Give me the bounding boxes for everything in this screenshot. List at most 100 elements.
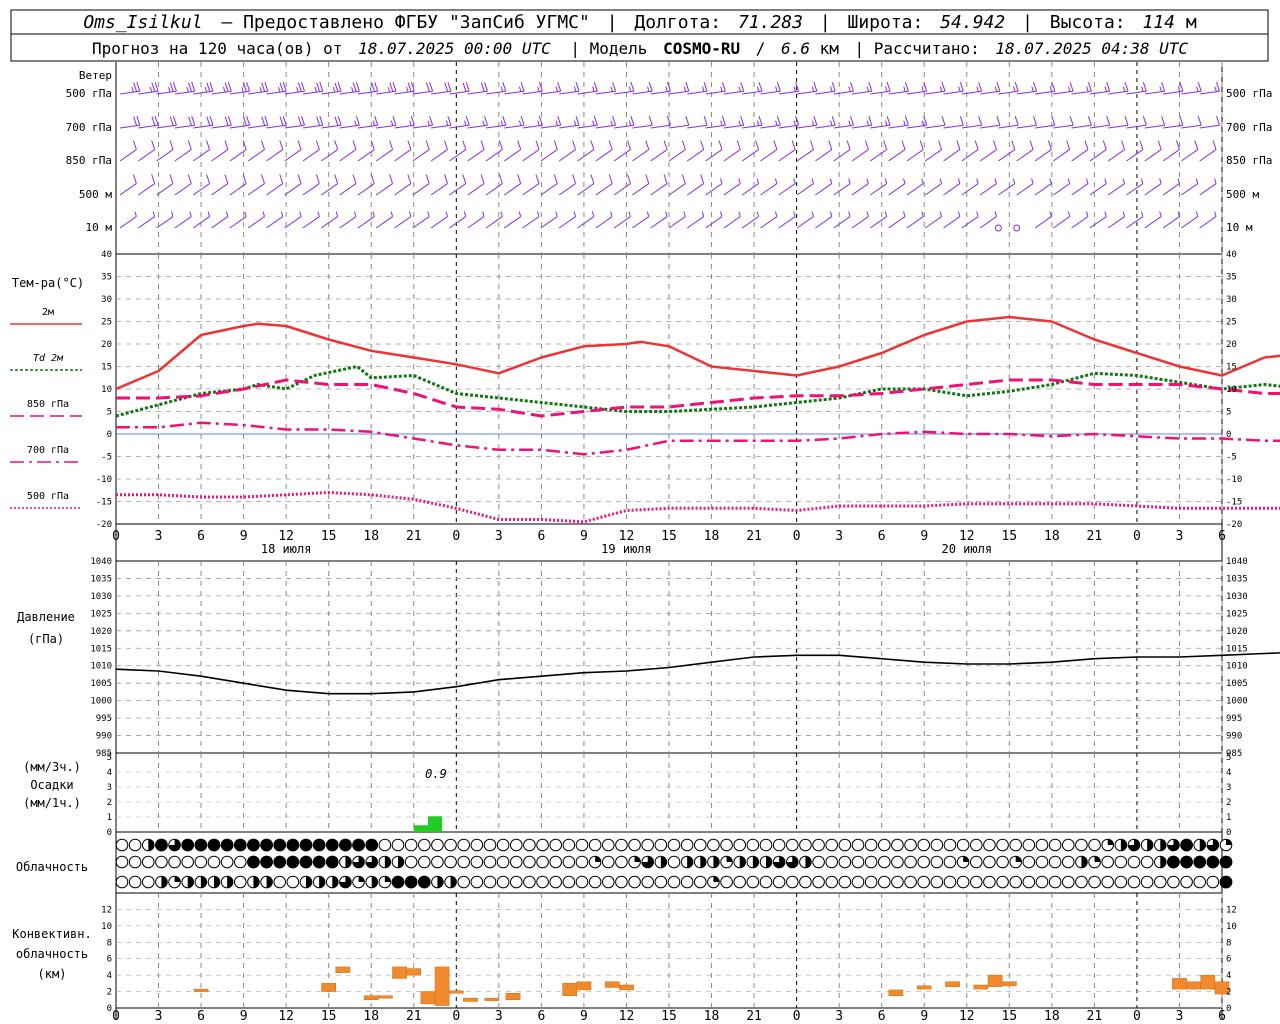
wind-barb-staff	[302, 90, 323, 95]
wind-barb-half	[1104, 178, 1107, 184]
wind-barb-feather	[279, 116, 284, 126]
cloud-circle	[812, 855, 825, 869]
press-ytick-left: 1020	[90, 627, 112, 637]
conv-ytick-right: 2	[1226, 988, 1231, 998]
cloud-circle	[680, 875, 694, 889]
time-tick-label: 18	[363, 529, 379, 544]
cloud-fill-part	[595, 856, 601, 862]
conv-cloud-bar	[378, 995, 393, 999]
wind-barb-feather	[462, 82, 467, 92]
cloud-circle	[523, 875, 536, 889]
wind-barb-feather	[590, 174, 595, 184]
wind-barb-feather	[1142, 116, 1147, 126]
wind-barb-staff	[998, 124, 1019, 129]
wind-barb-staff	[1089, 124, 1110, 129]
precip-ytick-left: 3	[107, 783, 112, 793]
wind-barb-staff	[796, 216, 814, 229]
wind-barb-staff	[595, 124, 616, 129]
wind-barb-half	[610, 211, 613, 217]
wind-barb-feather	[425, 174, 430, 184]
wind-barb-feather	[410, 82, 415, 92]
wind-barb-half	[280, 211, 284, 217]
wind-barb-half	[372, 211, 375, 217]
cloud-fill-full	[1180, 855, 1193, 869]
precip-ytick-right: 1	[1226, 813, 1231, 823]
time-tick-label-bottom: 15	[661, 1009, 677, 1024]
wind-barb-half	[976, 178, 979, 184]
wind-barb-half	[354, 211, 357, 217]
wind-barb-staff	[778, 124, 799, 129]
time-tick-label: 3	[495, 529, 503, 544]
wind-barb-staff	[119, 149, 137, 162]
wind-barb-half	[628, 86, 632, 92]
time-tick-label-bottom: 18	[704, 1009, 720, 1024]
cloud-circle	[1101, 855, 1115, 869]
wind-barb-half	[720, 86, 723, 92]
press-ytick-right: 995	[1226, 714, 1242, 724]
wind-barb-half	[1049, 211, 1052, 217]
wind-barb-half	[518, 211, 522, 217]
wind-barb-half	[811, 120, 815, 126]
wind-barb-staff	[138, 216, 155, 229]
cloud-circle	[654, 838, 668, 852]
wind-barb-staff	[229, 90, 250, 95]
wind-barb-staff	[376, 90, 397, 95]
computed-label: | Рассчитано:	[855, 39, 980, 58]
wind-barb-feather	[154, 116, 159, 126]
cloud-circle	[1114, 875, 1128, 889]
wind-barb-feather	[795, 116, 800, 126]
wind-barb-staff	[760, 216, 778, 229]
wind-barb-staff	[614, 90, 634, 95]
wind-barb-staff	[705, 216, 723, 229]
wind-barb-half	[738, 86, 742, 92]
alt-label: Высота:	[1050, 12, 1126, 33]
cloud-fill-full	[365, 838, 379, 852]
cloud-cover-layer	[115, 838, 1233, 889]
cloud-circle	[115, 855, 129, 869]
wind-barb-feather	[886, 116, 891, 126]
cloud-circle	[523, 855, 536, 869]
temp-legend-label: 700 гПа	[27, 445, 69, 456]
wind-barb-staff	[613, 149, 631, 162]
time-tick-label: 12	[619, 529, 635, 544]
cloud-circle	[969, 875, 983, 889]
wind-barb-half	[555, 211, 558, 217]
wind-barb-staff	[540, 216, 558, 229]
wind-barb-half	[701, 86, 705, 92]
wind-barb-staff	[741, 216, 759, 229]
forecast-prefix: Прогноз на 120 часа(ов) от	[92, 39, 342, 58]
wind-barb-staff	[1016, 90, 1037, 95]
wind-barb-staff	[394, 183, 412, 196]
wind-barb-staff	[156, 90, 177, 95]
cloud-fill-full	[273, 838, 287, 852]
wind-barb-feather	[425, 140, 430, 150]
cloud-circle	[877, 875, 891, 889]
wind-barb-feather	[297, 174, 302, 184]
cloud-fill-part	[319, 876, 325, 888]
precip-ytick-left: 0	[107, 828, 112, 838]
wind-barb-feather	[993, 140, 997, 150]
wind-barb-half	[408, 211, 412, 217]
wind-barb-staff	[760, 149, 778, 162]
wind-barb-feather	[1033, 116, 1037, 126]
precip-max-label: 0.9	[425, 767, 447, 781]
cloud-circle	[707, 838, 720, 852]
wind-barb-staff	[504, 124, 525, 129]
cloud-fill-full	[260, 855, 273, 869]
wind-barb-feather	[206, 116, 211, 126]
wind-barb-feather	[941, 116, 946, 126]
wind-barb-staff	[1199, 183, 1217, 196]
cloud-circle	[141, 875, 155, 889]
cloud-circle	[851, 855, 865, 869]
wind-barb-staff	[1199, 124, 1220, 129]
precip-title-2: Осадки	[30, 778, 73, 792]
wind-barb-half	[1067, 86, 1071, 92]
time-tick-label-bottom: 3	[495, 1009, 503, 1024]
wind-barb-feather	[700, 174, 705, 184]
cloud-circle	[799, 875, 812, 889]
wind-barb-staff	[1034, 149, 1052, 162]
cloud-circle	[115, 838, 129, 852]
wind-barb-staff	[888, 149, 906, 162]
conv-cloud-bar	[193, 988, 209, 992]
cloud-fill-full	[247, 838, 260, 852]
